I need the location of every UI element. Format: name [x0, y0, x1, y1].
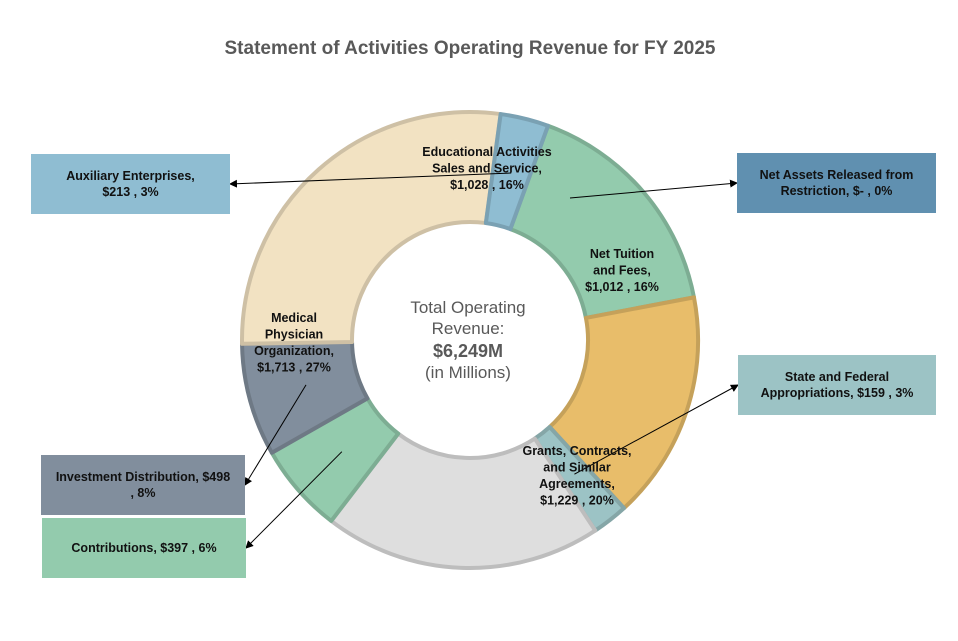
- slice-auxiliary-enterprises: [483, 112, 550, 232]
- callout-label-net-assets-released-from-restriction: Net Assets Released from Restriction, $- …: [760, 168, 914, 198]
- slice-net-tuition-and-fees: [547, 295, 700, 511]
- callout-label-auxiliary-enterprises: Auxiliary Enterprises, $213 , 3%: [66, 169, 195, 199]
- slice-label-medical-physician-organization: Medical Physician Organization, $1,713 , 27…: [254, 311, 334, 375]
- center-label: Total Operating Revenue: $6,249M (in Millio…: [410, 298, 525, 382]
- leader-line-auxiliary-enterprises: [229, 172, 512, 188]
- slice-label-net-tuition-and-fees: Net Tuition and Fees, $1,012 , 16%: [585, 247, 659, 294]
- callout-box-contributions: [42, 518, 246, 578]
- center-text-line: Revenue:: [432, 319, 505, 338]
- callout-box-state-and-federal-appropriations: [738, 355, 936, 415]
- callout-label-state-and-federal-appropriations: State and Federal Appropriations, $159 , …: [761, 370, 914, 400]
- callout-box-auxiliary-enterprises: [31, 154, 230, 214]
- slice-label-grants-contracts-and-similar-agreements: Grants, Contracts, and Similar Agreements,…: [522, 444, 631, 508]
- callout-box-investment-distribution: [41, 455, 245, 515]
- slice-label-educational-activities-sales-and-service: Educational Activities Sales and Service,…: [422, 145, 551, 192]
- leader-line-net-assets-released-from-restriction: [569, 179, 738, 199]
- callout-box-net-assets-released-from-restriction: [737, 153, 936, 213]
- slice-grants-contracts-and-similar-agreements: [329, 431, 598, 570]
- callout-label-investment-distribution: Investment Distribution, $498, 8%: [56, 470, 230, 500]
- center-text-line: $6,249M: [433, 341, 503, 361]
- leader-line-state-and-federal-appropriations: [574, 384, 739, 475]
- slice-educational-activities-sales-and-service: [508, 123, 696, 320]
- leader-line-contributions: [245, 451, 343, 549]
- chart-title: Statement of Activities Operating Revenu…: [225, 38, 716, 59]
- slice-medical-physician-organization: [240, 110, 503, 346]
- leader-line-investment-distribution: [244, 384, 307, 486]
- center-text-line: Total Operating: [410, 298, 525, 317]
- callout-label-contributions: Contributions, $397 , 6%: [71, 541, 216, 555]
- center-text-line: (in Millions): [425, 363, 511, 382]
